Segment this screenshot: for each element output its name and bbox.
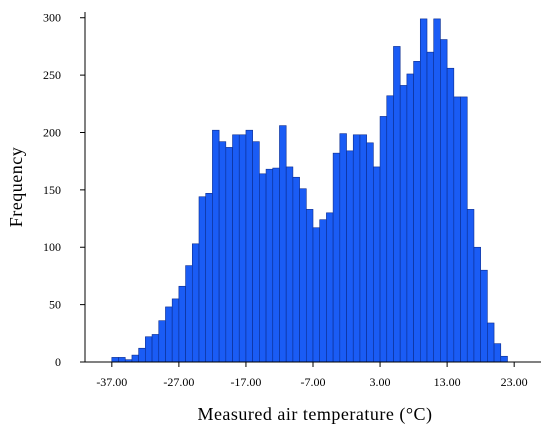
histogram-bar bbox=[245, 129, 253, 363]
y-tick-label: 250 bbox=[43, 68, 61, 82]
histogram-bar bbox=[198, 196, 207, 363]
histogram-bar bbox=[487, 322, 495, 363]
histogram-bar bbox=[339, 133, 347, 363]
histogram-bar bbox=[111, 357, 119, 363]
x-axis-ticks: -37.00 -27.00 -17.00 -7.00 3.00 13.00 23.00 bbox=[96, 362, 528, 389]
histogram-bar bbox=[373, 166, 381, 363]
histogram-bar bbox=[145, 336, 153, 363]
histogram-bar bbox=[406, 73, 414, 363]
x-tick-label: -17.00 bbox=[230, 375, 261, 389]
histogram-bar bbox=[178, 285, 186, 363]
x-tick-label: 13.00 bbox=[434, 375, 461, 389]
histogram-bar bbox=[232, 134, 240, 363]
x-tick-label: -27.00 bbox=[163, 375, 194, 389]
histogram-bar bbox=[212, 129, 220, 363]
histogram-bar bbox=[480, 269, 488, 363]
x-tick-label: -37.00 bbox=[96, 375, 127, 389]
histogram-bar bbox=[218, 141, 227, 363]
histogram-bar bbox=[252, 141, 260, 363]
histogram-bar bbox=[151, 334, 160, 363]
histogram-bar bbox=[299, 188, 307, 363]
histogram-bar bbox=[466, 209, 475, 363]
histogram-bar bbox=[165, 306, 173, 363]
histogram-bar bbox=[446, 67, 455, 363]
histogram-bar bbox=[419, 18, 428, 363]
y-tick-label: 0 bbox=[55, 355, 61, 369]
histogram-bar bbox=[205, 193, 213, 363]
histogram-bar bbox=[138, 347, 146, 363]
histogram-bar bbox=[352, 134, 361, 363]
histogram-bar bbox=[259, 173, 267, 363]
histogram-bar bbox=[359, 134, 367, 363]
histogram-bar bbox=[238, 134, 247, 363]
histogram-bar bbox=[346, 150, 354, 363]
histogram-bar bbox=[272, 167, 280, 363]
histogram-bars bbox=[111, 18, 508, 363]
histogram-bar bbox=[312, 227, 321, 363]
y-tick-label: 200 bbox=[43, 125, 61, 139]
histogram-bar bbox=[319, 219, 327, 363]
x-tick-label: 23.00 bbox=[501, 375, 528, 389]
y-tick-label: 300 bbox=[43, 11, 61, 25]
histogram-bar bbox=[158, 320, 166, 363]
histogram-bar bbox=[285, 166, 294, 363]
histogram-bar bbox=[131, 354, 139, 363]
histogram-bar bbox=[326, 212, 334, 363]
y-axis-ticks: 0 50 100 150 200 250 300 bbox=[43, 11, 85, 369]
y-tick-label: 150 bbox=[43, 183, 61, 197]
histogram-bar bbox=[185, 265, 193, 363]
histogram-bar bbox=[379, 116, 388, 363]
histogram-bar bbox=[292, 176, 300, 363]
histogram-bar bbox=[460, 96, 468, 363]
histogram-bar bbox=[332, 152, 341, 363]
histogram-bar bbox=[279, 125, 287, 363]
histogram-bar bbox=[265, 168, 274, 363]
histogram-bar bbox=[305, 209, 314, 363]
histogram-bar bbox=[118, 357, 126, 363]
x-axis-title: Measured air temperature (°C) bbox=[197, 404, 432, 425]
histogram-bar bbox=[386, 95, 394, 363]
y-tick-label: 50 bbox=[49, 298, 61, 312]
histogram-bar bbox=[191, 243, 200, 363]
histogram-bar bbox=[426, 51, 435, 363]
histogram-bar bbox=[366, 142, 374, 363]
y-axis-title: Frequency bbox=[6, 147, 26, 227]
histogram-bar bbox=[413, 61, 421, 363]
histogram-bar bbox=[500, 355, 508, 363]
histogram-bar bbox=[453, 96, 461, 363]
y-tick-label: 100 bbox=[43, 240, 61, 254]
histogram-bar bbox=[171, 298, 180, 363]
x-tick-label: 3.00 bbox=[370, 375, 391, 389]
histogram-bar bbox=[440, 39, 448, 363]
histogram-bar bbox=[473, 246, 481, 363]
histogram-bar bbox=[393, 46, 401, 363]
x-tick-label: -7.00 bbox=[301, 375, 326, 389]
histogram-bar bbox=[225, 147, 233, 363]
histogram-bar bbox=[399, 85, 408, 363]
histogram-bar bbox=[433, 18, 441, 363]
histogram-bar bbox=[493, 343, 502, 363]
